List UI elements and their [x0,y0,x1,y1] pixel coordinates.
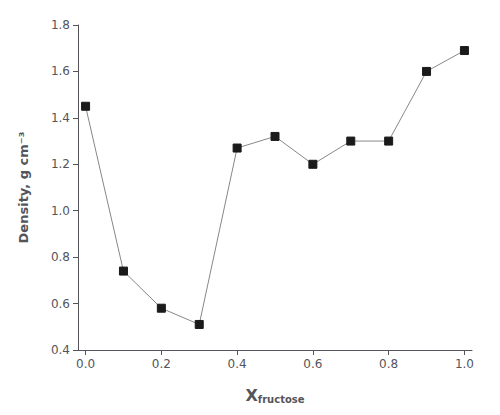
svg-text:1.2: 1.2 [51,157,70,171]
svg-text:0.2: 0.2 [152,357,171,371]
svg-text:0.4: 0.4 [51,343,70,357]
svg-text:Density, g cm⁻³: Density, g cm⁻³ [16,132,31,244]
svg-text:1.0: 1.0 [51,204,70,218]
svg-text:0.8: 0.8 [51,250,70,264]
svg-text:1.0: 1.0 [455,357,474,371]
svg-text:1.4: 1.4 [51,111,70,125]
svg-text:1.8: 1.8 [51,18,70,32]
svg-text:0.4: 0.4 [228,357,247,371]
svg-text:X: X [245,386,258,405]
svg-text:0.0: 0.0 [76,357,95,371]
svg-text:0.6: 0.6 [303,357,322,371]
svg-text:fructose: fructose [258,394,305,405]
svg-text:1.6: 1.6 [51,64,70,78]
svg-text:0.8: 0.8 [379,357,398,371]
svg-text:0.6: 0.6 [51,297,70,311]
